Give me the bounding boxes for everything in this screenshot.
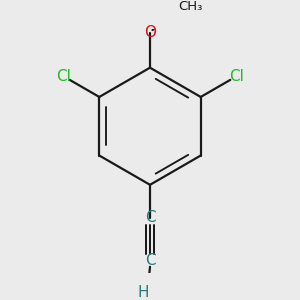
Text: C: C <box>145 211 155 226</box>
Text: H: H <box>137 285 149 300</box>
Text: O: O <box>144 25 156 40</box>
Text: Cl: Cl <box>229 69 244 84</box>
Text: C: C <box>145 254 155 268</box>
Text: Cl: Cl <box>56 69 71 84</box>
Text: CH₃: CH₃ <box>178 0 202 13</box>
